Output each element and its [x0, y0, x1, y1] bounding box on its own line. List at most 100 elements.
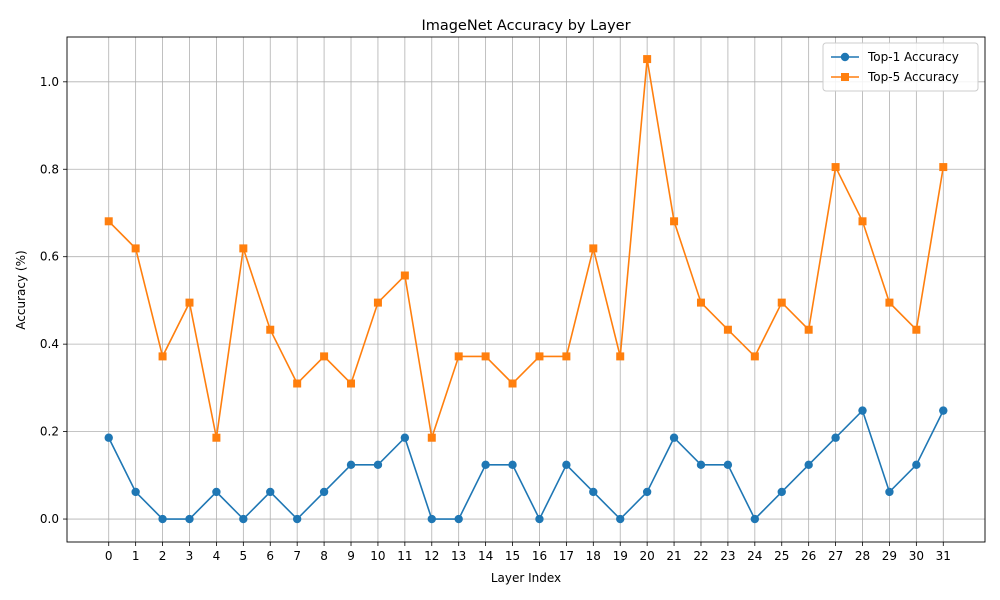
data-point: [293, 379, 302, 388]
x-tick-label: 4: [213, 549, 221, 563]
series-top-5: [104, 55, 948, 442]
data-point: [373, 460, 383, 470]
data-point: [670, 217, 679, 226]
x-ticks: 0 1 2 3 4 5 6 7 8 9 10 11 12 13 14 15 16 17 18 19 20 21 22 23 24…: [105, 542, 951, 563]
data-point: [535, 514, 544, 524]
x-tick-label: 19: [613, 549, 628, 563]
data-point: [373, 298, 382, 307]
data-point: [347, 379, 356, 388]
legend-marker: [840, 52, 850, 62]
data-point: [131, 244, 140, 253]
x-tick-label: 1: [132, 549, 140, 563]
data-point: [616, 514, 625, 524]
x-tick-label: 10: [370, 549, 385, 563]
x-tick-label: 27: [828, 549, 843, 563]
x-tick-label: 8: [320, 549, 328, 563]
x-tick-label: 23: [720, 549, 735, 563]
x-tick-label: 24: [747, 549, 762, 563]
data-point: [319, 487, 329, 497]
data-point: [723, 325, 732, 334]
series-top-1: [104, 406, 948, 524]
x-tick-label: 6: [266, 549, 274, 563]
data-point: [104, 433, 113, 442]
data-point: [320, 352, 329, 361]
data-point: [212, 433, 221, 442]
y-tick-label: 0.4: [40, 337, 59, 351]
x-tick-label: 17: [559, 549, 574, 563]
data-point: [454, 352, 463, 361]
legend-marker: [841, 73, 849, 81]
x-tick-label: 25: [774, 549, 789, 563]
data-point: [481, 460, 490, 470]
data-point: [158, 514, 167, 524]
data-point: [427, 514, 436, 524]
data-point: [750, 514, 760, 524]
legend-label: Top-5 Accuracy: [867, 70, 959, 84]
data-point: [777, 487, 786, 497]
data-point: [508, 379, 517, 388]
data-point: [239, 514, 248, 524]
x-tick-label: 14: [478, 549, 493, 563]
data-point: [562, 352, 571, 361]
data-point: [858, 406, 867, 415]
x-tick-label: 16: [532, 549, 547, 563]
data-point: [912, 460, 921, 470]
legend-label: Top-1 Accuracy: [867, 50, 959, 64]
data-point: [346, 460, 356, 470]
data-point: [616, 352, 625, 361]
data-point: [239, 244, 248, 253]
data-point: [723, 460, 733, 470]
y-tick-label: 1.0: [40, 75, 59, 89]
data-point: [481, 352, 490, 361]
data-point: [508, 460, 517, 470]
chart-title: ImageNet Accuracy by Layer: [421, 18, 630, 34]
data-point: [777, 298, 786, 307]
data-point: [696, 460, 706, 470]
data-point: [750, 352, 759, 361]
data-point: [292, 514, 302, 524]
y-ticks: 0.0 0.2 0.4 0.6 0.8 1.0: [40, 75, 67, 526]
x-tick-label: 18: [586, 549, 601, 563]
data-point: [400, 271, 409, 280]
y-axis-label: Accuracy (%): [14, 250, 28, 329]
data-point: [831, 163, 840, 172]
data-point: [427, 433, 436, 442]
series-line: [108, 58, 945, 438]
x-tick-label: 21: [666, 549, 681, 563]
data-point: [266, 487, 275, 497]
data-point: [831, 433, 840, 442]
x-tick-label: 20: [640, 549, 655, 563]
data-point: [939, 406, 948, 415]
x-tick-label: 22: [693, 549, 708, 563]
x-tick-label: 5: [240, 549, 248, 563]
data-point: [696, 298, 705, 307]
x-tick-label: 31: [936, 549, 951, 563]
x-tick-label: 9: [347, 549, 355, 563]
data-point: [804, 460, 813, 470]
x-tick-label: 13: [451, 549, 466, 563]
data-point: [185, 298, 194, 307]
data-point: [912, 325, 921, 334]
data-point: [185, 514, 194, 524]
data-point: [858, 217, 867, 226]
series-layer: [104, 55, 948, 524]
x-axis-label: Layer Index: [491, 571, 561, 585]
x-tick-label: 29: [882, 549, 897, 563]
series-line: [108, 409, 944, 521]
data-point: [158, 352, 167, 361]
x-tick-label: 0: [105, 549, 113, 563]
x-tick-label: 11: [397, 549, 412, 563]
legend-box: [822, 42, 979, 92]
data-point: [885, 487, 894, 497]
data-point: [589, 487, 598, 497]
y-tick-label: 0.8: [40, 162, 59, 176]
x-tick-label: 3: [186, 549, 194, 563]
y-tick-label: 0.2: [40, 425, 59, 439]
plot-frame: [66, 36, 986, 543]
data-point: [562, 460, 571, 470]
data-point: [804, 325, 813, 334]
y-tick-label: 0.6: [40, 250, 59, 264]
x-tick-label: 2: [159, 549, 167, 563]
